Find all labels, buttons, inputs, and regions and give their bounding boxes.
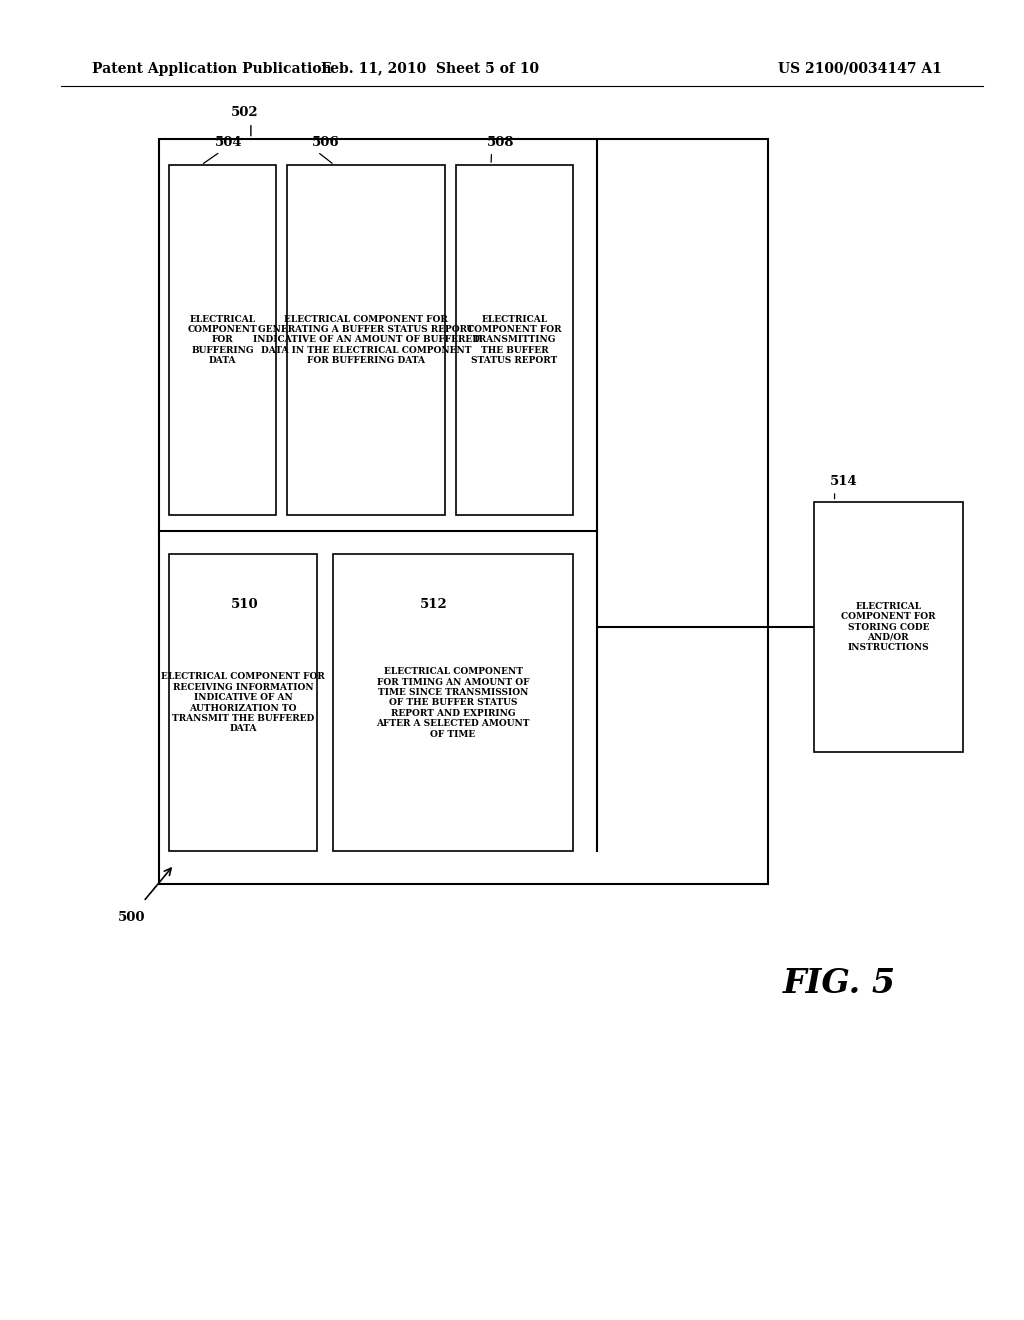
Text: ELECTRICAL COMPONENT FOR
GENERATING A BUFFER STATUS REPORT
INDICATIVE OF AN AMOU: ELECTRICAL COMPONENT FOR GENERATING A BU… [253,314,479,366]
Text: FIG. 5: FIG. 5 [783,966,896,1001]
Text: 510: 510 [230,598,258,611]
Text: ELECTRICAL
COMPONENT
FOR
BUFFERING
DATA: ELECTRICAL COMPONENT FOR BUFFERING DATA [187,314,258,366]
Bar [159,139,768,884]
Text: 502: 502 [230,106,258,119]
Text: 504: 504 [215,136,243,149]
Text: Feb. 11, 2010  Sheet 5 of 10: Feb. 11, 2010 Sheet 5 of 10 [321,62,540,75]
Text: 508: 508 [486,136,514,149]
Bar [814,502,963,752]
Text: ELECTRICAL COMPONENT
FOR TIMING AN AMOUNT OF
TIME SINCE TRANSMISSION
OF THE BUFF: ELECTRICAL COMPONENT FOR TIMING AN AMOUN… [377,667,529,739]
Text: ELECTRICAL
COMPONENT FOR
TRANSMITTING
THE BUFFER
STATUS REPORT: ELECTRICAL COMPONENT FOR TRANSMITTING TH… [467,314,562,366]
Bar [333,554,573,851]
Bar [169,165,276,515]
Text: ELECTRICAL
COMPONENT FOR
STORING CODE
AND/OR
INSTRUCTIONS: ELECTRICAL COMPONENT FOR STORING CODE AN… [841,602,936,652]
Bar [456,165,573,515]
Bar [169,554,317,851]
Text: ELECTRICAL COMPONENT FOR
RECEIVING INFORMATION
INDICATIVE OF AN
AUTHORIZATION TO: ELECTRICAL COMPONENT FOR RECEIVING INFOR… [162,672,325,734]
Text: Patent Application Publication: Patent Application Publication [92,62,332,75]
Text: US 2100/0034147 A1: US 2100/0034147 A1 [778,62,942,75]
Text: 512: 512 [420,598,447,611]
Bar [287,165,445,515]
Text: 500: 500 [118,911,145,924]
Text: 514: 514 [829,475,857,488]
Text: 506: 506 [312,136,340,149]
